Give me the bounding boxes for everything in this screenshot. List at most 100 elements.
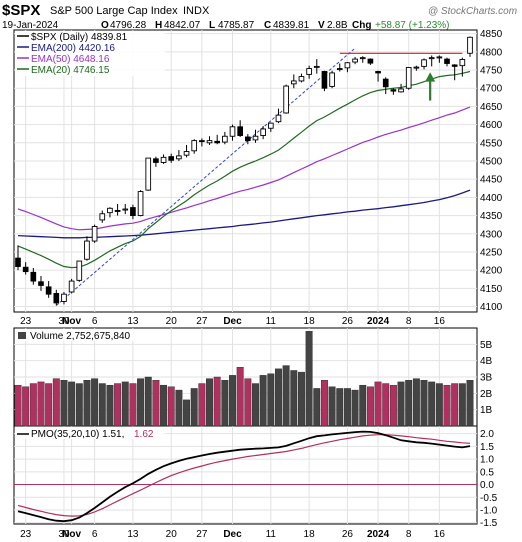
price-y-tick-label: 4500 <box>480 156 503 167</box>
volume-label: V <box>318 20 325 31</box>
candle-up <box>275 114 282 123</box>
candle-down <box>130 207 136 217</box>
x-tick-label-bottom: 30 <box>58 529 70 540</box>
candle-up <box>145 157 152 191</box>
candle-up <box>352 58 358 63</box>
candle-down <box>30 271 37 282</box>
x-tick-label-top: 30 <box>58 316 70 327</box>
candle-up <box>84 240 90 260</box>
volume-bar <box>236 367 244 427</box>
x-tick-label-top: 8 <box>406 316 412 327</box>
close-value: 4839.81 <box>273 20 310 31</box>
open-value: 4796.28 <box>110 20 147 31</box>
volume-bar <box>75 383 83 427</box>
candle-up <box>306 68 312 75</box>
volume-bar <box>14 384 22 427</box>
volume-y-tick-label: 1B <box>480 405 493 416</box>
legend-price: $SPX (Daily) 4839.81 <box>31 32 128 43</box>
x-tick-label-top: 18 <box>304 316 316 327</box>
volume-bar <box>298 371 305 427</box>
volume-bar <box>420 380 428 427</box>
volume-legend-background <box>15 329 165 341</box>
x-tick-label-bottom: 20 <box>166 529 178 540</box>
x-tick-label-bottom: 13 <box>127 529 139 540</box>
candle-up <box>260 128 266 136</box>
candle-up <box>99 213 106 221</box>
candle-up <box>222 135 228 143</box>
candle-up <box>176 155 182 160</box>
x-tick-label-top: 20 <box>166 316 178 327</box>
volume-bar <box>229 375 236 427</box>
candle-down <box>382 78 389 88</box>
pmo-signal-line <box>17 434 471 517</box>
pmo-y-tick-label: 2.0 <box>480 429 494 440</box>
candle-up <box>76 260 83 281</box>
candle-up <box>398 88 404 93</box>
volume-bar <box>282 365 290 427</box>
volume-bar <box>412 378 420 427</box>
candle-down <box>153 158 159 163</box>
chg-value: +58.87 (+1.23%) <box>375 20 450 31</box>
x-tick-label-bottom: 2024 <box>367 529 390 540</box>
price-y-tick-label: 4750 <box>480 66 503 77</box>
ema20-line <box>17 70 471 269</box>
volume-bar <box>359 384 367 427</box>
volume-bar <box>397 381 405 427</box>
volume-bar <box>106 384 114 427</box>
volume-value: 2.8B <box>327 20 348 31</box>
candle-up <box>91 226 98 242</box>
close-label: C <box>264 20 271 31</box>
pmo-legend: PMO(35,20,10) 1.51, 1.62 <box>15 427 165 440</box>
price-y-tick-label: 4100 <box>480 302 503 313</box>
price-legend: $SPX (Daily) 4839.81 EMA(200) 4420.16 EM… <box>15 31 165 76</box>
volume-bar <box>206 378 213 427</box>
volume-bar <box>91 378 99 427</box>
pmo-y-tick-label: 0.5 <box>480 467 494 478</box>
volume-bar <box>98 383 106 427</box>
x-tick-label-top: 2024 <box>367 316 390 327</box>
volume-bar <box>121 381 129 427</box>
candle-up <box>283 85 289 114</box>
pmo-line <box>17 430 471 523</box>
candle-down <box>237 126 243 136</box>
x-tick-label-top: 27 <box>196 316 208 327</box>
volume-bar <box>443 384 451 427</box>
volume-bar <box>45 383 53 427</box>
x-tick-label-top: Nov <box>62 316 81 327</box>
candle-down <box>38 281 44 286</box>
candle-up <box>421 59 427 67</box>
x-tick-label-top: 6 <box>92 316 98 327</box>
low-value: 4785.87 <box>218 20 255 31</box>
pmo-y-tick-label: -1.5 <box>480 518 498 529</box>
price-y-tick-label: 4150 <box>480 284 503 295</box>
volume-bar <box>389 384 397 427</box>
chart-exchange: INDX <box>183 5 210 17</box>
volume-bar <box>328 386 336 427</box>
x-tick-label-bottom: 8 <box>406 529 412 540</box>
price-y-tick-label: 4600 <box>480 120 503 131</box>
candle-up <box>206 140 213 144</box>
pmo-y-tick-label: -0.5 <box>480 493 498 504</box>
price-y-tick-label: 4300 <box>480 229 503 240</box>
legend-ema20: EMA(20) 4746.15 <box>31 65 110 76</box>
candle-down <box>390 89 397 92</box>
chart-symbol: $SPX <box>2 2 40 19</box>
volume-bar <box>144 376 152 427</box>
candle-up <box>183 151 190 156</box>
volume-bar <box>336 388 344 427</box>
legend-ema50: EMA(50) 4648.16 <box>31 54 110 65</box>
volume-y-tick-label: 3B <box>480 373 493 384</box>
candle-up <box>267 122 274 129</box>
pmo-signal-value: 1.62 <box>134 429 154 440</box>
volume-bar <box>374 381 382 427</box>
candle-down <box>214 140 221 144</box>
candle-up <box>298 76 305 82</box>
x-tick-label-bottom: 26 <box>342 529 354 540</box>
volume-bar <box>183 399 190 427</box>
x-tick-label-bottom: Dec <box>223 529 242 540</box>
volume-bar <box>221 380 229 427</box>
candle-up <box>405 67 412 89</box>
volume-bar <box>60 380 68 427</box>
candle-up <box>122 208 129 211</box>
